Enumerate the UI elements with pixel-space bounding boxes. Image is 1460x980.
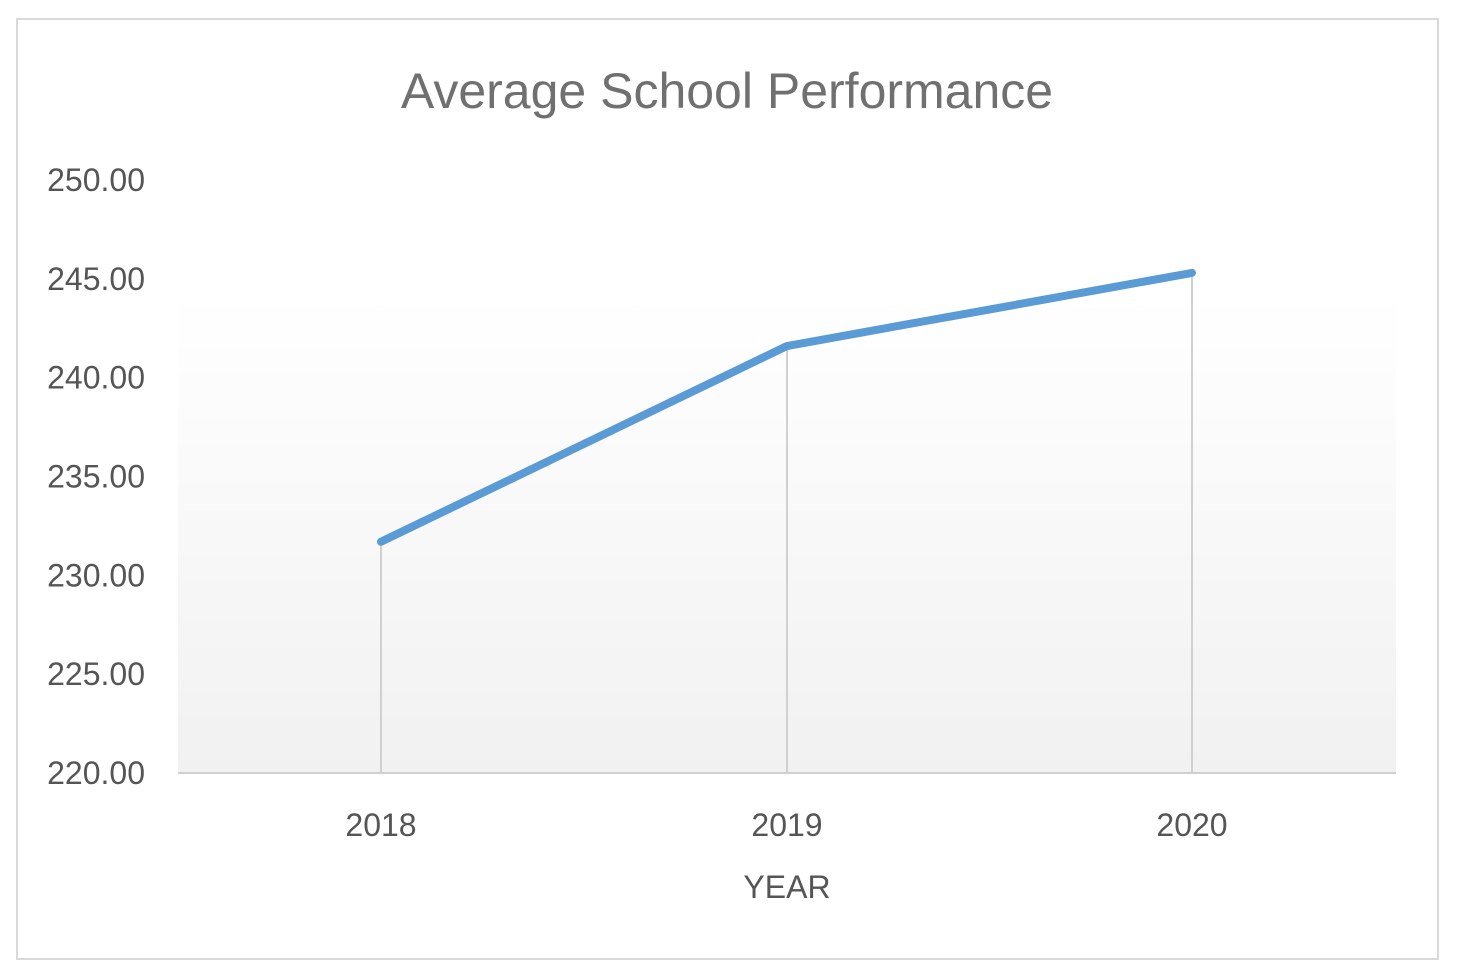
y-tick-label: 240.00 — [47, 360, 145, 396]
y-tick-label: 220.00 — [47, 755, 145, 791]
y-tick-label: 225.00 — [47, 656, 145, 692]
y-tick-label: 250.00 — [47, 162, 145, 198]
y-axis-ticks: 220.00 225.00 230.00 235.00 240.00 245.00 250.… — [47, 162, 145, 791]
x-tick-label: 2020 — [1156, 807, 1227, 843]
y-tick-label: 245.00 — [47, 261, 145, 297]
series-layer — [377, 268, 1196, 546]
x-tick-label: 2018 — [345, 807, 416, 843]
y-tick-label: 235.00 — [47, 459, 145, 495]
y-tick-label: 230.00 — [47, 557, 145, 593]
x-tick-label: 2019 — [751, 807, 822, 843]
x-axis-label: YEAR — [743, 869, 830, 905]
drop-lines — [380, 272, 1193, 773]
x-axis-ticks: 2018 2019 2020 — [345, 807, 1227, 843]
chart-title: Average School Performance — [401, 63, 1053, 119]
